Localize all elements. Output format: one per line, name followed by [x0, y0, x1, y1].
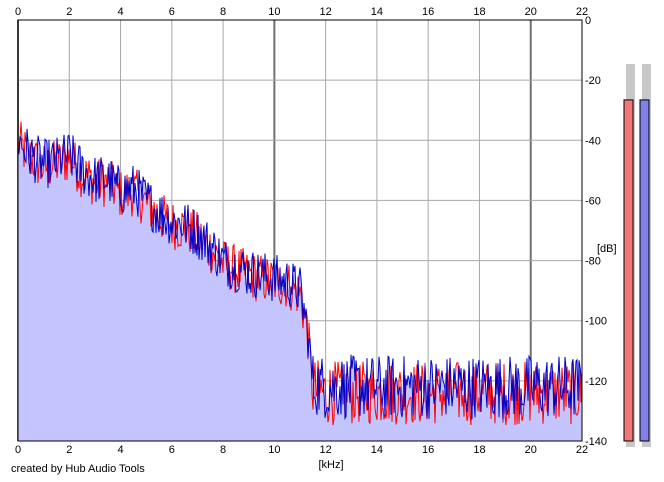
x-axis-label: [kHz]: [318, 459, 343, 471]
y-axis-label: [dB]: [597, 243, 617, 255]
x-axis-bottom: 0 2 4 6 8 10 12 14 16 18 20 22: [15, 444, 588, 456]
x-tick-label-top: 8: [220, 6, 226, 18]
x-tick-label-bottom: 4: [117, 444, 123, 456]
x-tick-label-bottom: 2: [66, 444, 72, 456]
y-tick-label: -100: [585, 316, 607, 328]
y-tick-label: -40: [585, 135, 601, 147]
y-tick-label: -120: [585, 376, 607, 388]
x-tick-label-top: 18: [473, 6, 485, 18]
y-tick-label: -60: [585, 195, 601, 207]
x-tick-label-top: 10: [268, 6, 280, 18]
x-tick-label-top: 6: [169, 6, 175, 18]
y-tick-label: 0: [585, 15, 591, 27]
x-tick-label-bottom: 18: [473, 444, 485, 456]
level-meter-bar: [623, 99, 634, 442]
x-tick-label-top: 14: [371, 6, 383, 18]
y-tick-label: -20: [585, 75, 601, 87]
x-tick-label-top: 0: [15, 6, 21, 18]
x-tick-label-bottom: 10: [268, 444, 280, 456]
x-tick-label-top: 16: [422, 6, 434, 18]
x-tick-label-top: 12: [320, 6, 332, 18]
x-tick-label-bottom: 6: [169, 444, 175, 456]
level-meter-bar: [639, 99, 650, 442]
x-tick-label-bottom: 22: [576, 444, 588, 456]
y-tick-label: -80: [585, 256, 601, 268]
credit-text: created by Hub Audio Tools: [11, 463, 145, 475]
x-tick-label-bottom: 16: [422, 444, 434, 456]
level-meters: [623, 64, 651, 447]
x-tick-label-top: 4: [117, 6, 123, 18]
plot-border: [17, 19, 583, 442]
x-tick-label-bottom: 14: [371, 444, 383, 456]
x-tick-label-top: 20: [525, 6, 537, 18]
x-tick-label-top: 22: [576, 6, 588, 18]
spectrum-fill-area: [18, 128, 582, 442]
x-tick-label-bottom: 12: [320, 444, 332, 456]
x-tick-label-bottom: 0: [15, 444, 21, 456]
y-tick-label: -140: [585, 436, 607, 448]
x-tick-label-bottom: 20: [525, 444, 537, 456]
y-axis-right: 0 -20 -40 -60 -80 -100 -120 -140: [585, 15, 607, 448]
series-line-blue: [17, 128, 583, 421]
x-tick-label-top: 2: [66, 6, 72, 18]
x-tick-label-bottom: 8: [220, 444, 226, 456]
x-axis-top: 0 2 4 6 8 10 12 14 16 18 20 22: [15, 6, 588, 18]
